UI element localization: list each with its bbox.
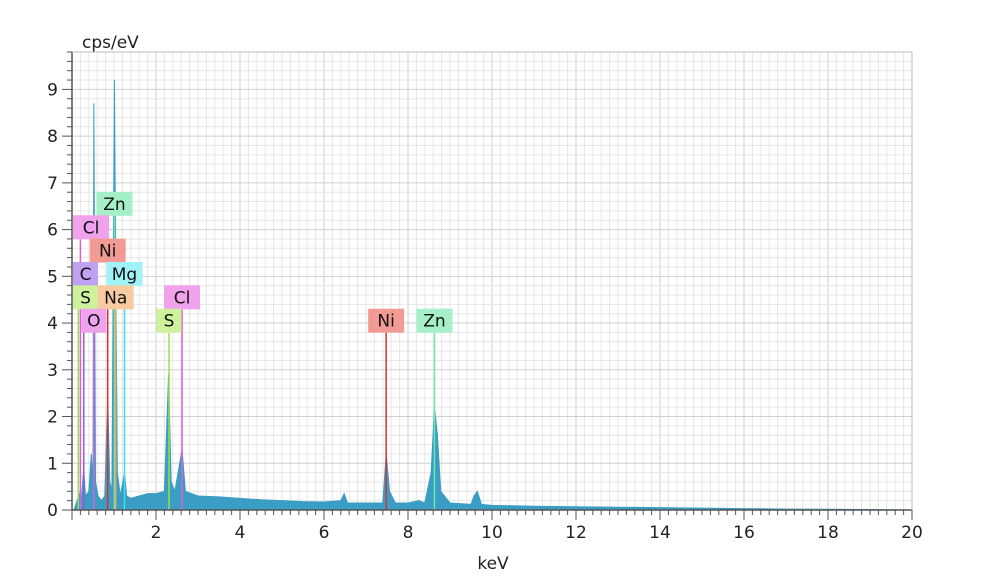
element-label-box <box>156 308 182 333</box>
y-tick-label: 9 <box>47 80 58 100</box>
element-label: Zn <box>103 195 125 215</box>
element-marker-na: Na <box>97 285 134 510</box>
element-marker-s: S <box>73 285 98 510</box>
y-tick-label: 3 <box>47 361 58 381</box>
y-tick-label: 5 <box>47 267 58 287</box>
y-tick-label: 0 <box>47 501 58 521</box>
x-tick-label: 10 <box>481 523 503 543</box>
y-tick-label: 8 <box>47 127 58 147</box>
element-label-box <box>164 285 201 310</box>
element-label: Zn <box>423 312 445 332</box>
element-marker-ni: Ni <box>368 308 405 510</box>
element-label-box <box>89 238 126 263</box>
x-tick-label: 4 <box>235 523 246 543</box>
element-marker-cl: Cl <box>73 215 109 510</box>
element-label: C <box>80 265 92 285</box>
x-axis-title: keV <box>477 554 509 574</box>
x-tick-label: 20 <box>901 523 923 543</box>
x-tick-label: 14 <box>649 523 671 543</box>
x-tick-label: 8 <box>403 523 414 543</box>
element-label-box <box>96 191 133 216</box>
element-label: Cl <box>83 218 100 238</box>
element-label-box <box>73 285 98 310</box>
element-label-box <box>97 285 134 310</box>
element-label: O <box>87 312 100 332</box>
element-label: Na <box>104 288 127 308</box>
x-tick-label: 18 <box>817 523 839 543</box>
spectrum-series <box>73 80 913 511</box>
grid <box>72 51 913 510</box>
element-marker-cl: Cl <box>164 285 201 510</box>
element-label-box <box>73 215 109 240</box>
element-label: Mg <box>112 265 137 285</box>
element-label-box <box>416 308 453 333</box>
element-label-box <box>81 308 107 333</box>
element-label-box <box>73 261 98 286</box>
element-marker-s: S <box>156 308 182 510</box>
y-tick-label: 6 <box>47 221 58 241</box>
y-tick-label: 4 <box>47 314 58 334</box>
element-label: Cl <box>174 288 191 308</box>
spectrum-area <box>73 80 913 511</box>
y-axis-title: cps/eV <box>82 33 139 53</box>
element-label-box <box>368 308 405 333</box>
element-label: Ni <box>377 312 394 332</box>
y-tick-label: 1 <box>47 454 58 474</box>
element-label: S <box>164 312 175 332</box>
y-tick-label: 2 <box>47 408 58 428</box>
element-label-box <box>106 261 143 286</box>
x-tick-label: 12 <box>565 523 587 543</box>
x-tick-label: 2 <box>151 523 162 543</box>
element-label: S <box>80 288 91 308</box>
element-marker-o: O <box>81 308 107 510</box>
x-tick-label: 16 <box>733 523 755 543</box>
element-marker-mg: Mg <box>106 261 143 510</box>
element-label: Ni <box>99 242 116 262</box>
y-tick-label: 7 <box>47 174 58 194</box>
element-marker-zn: Zn <box>416 308 453 510</box>
x-tick-label: 6 <box>319 523 330 543</box>
